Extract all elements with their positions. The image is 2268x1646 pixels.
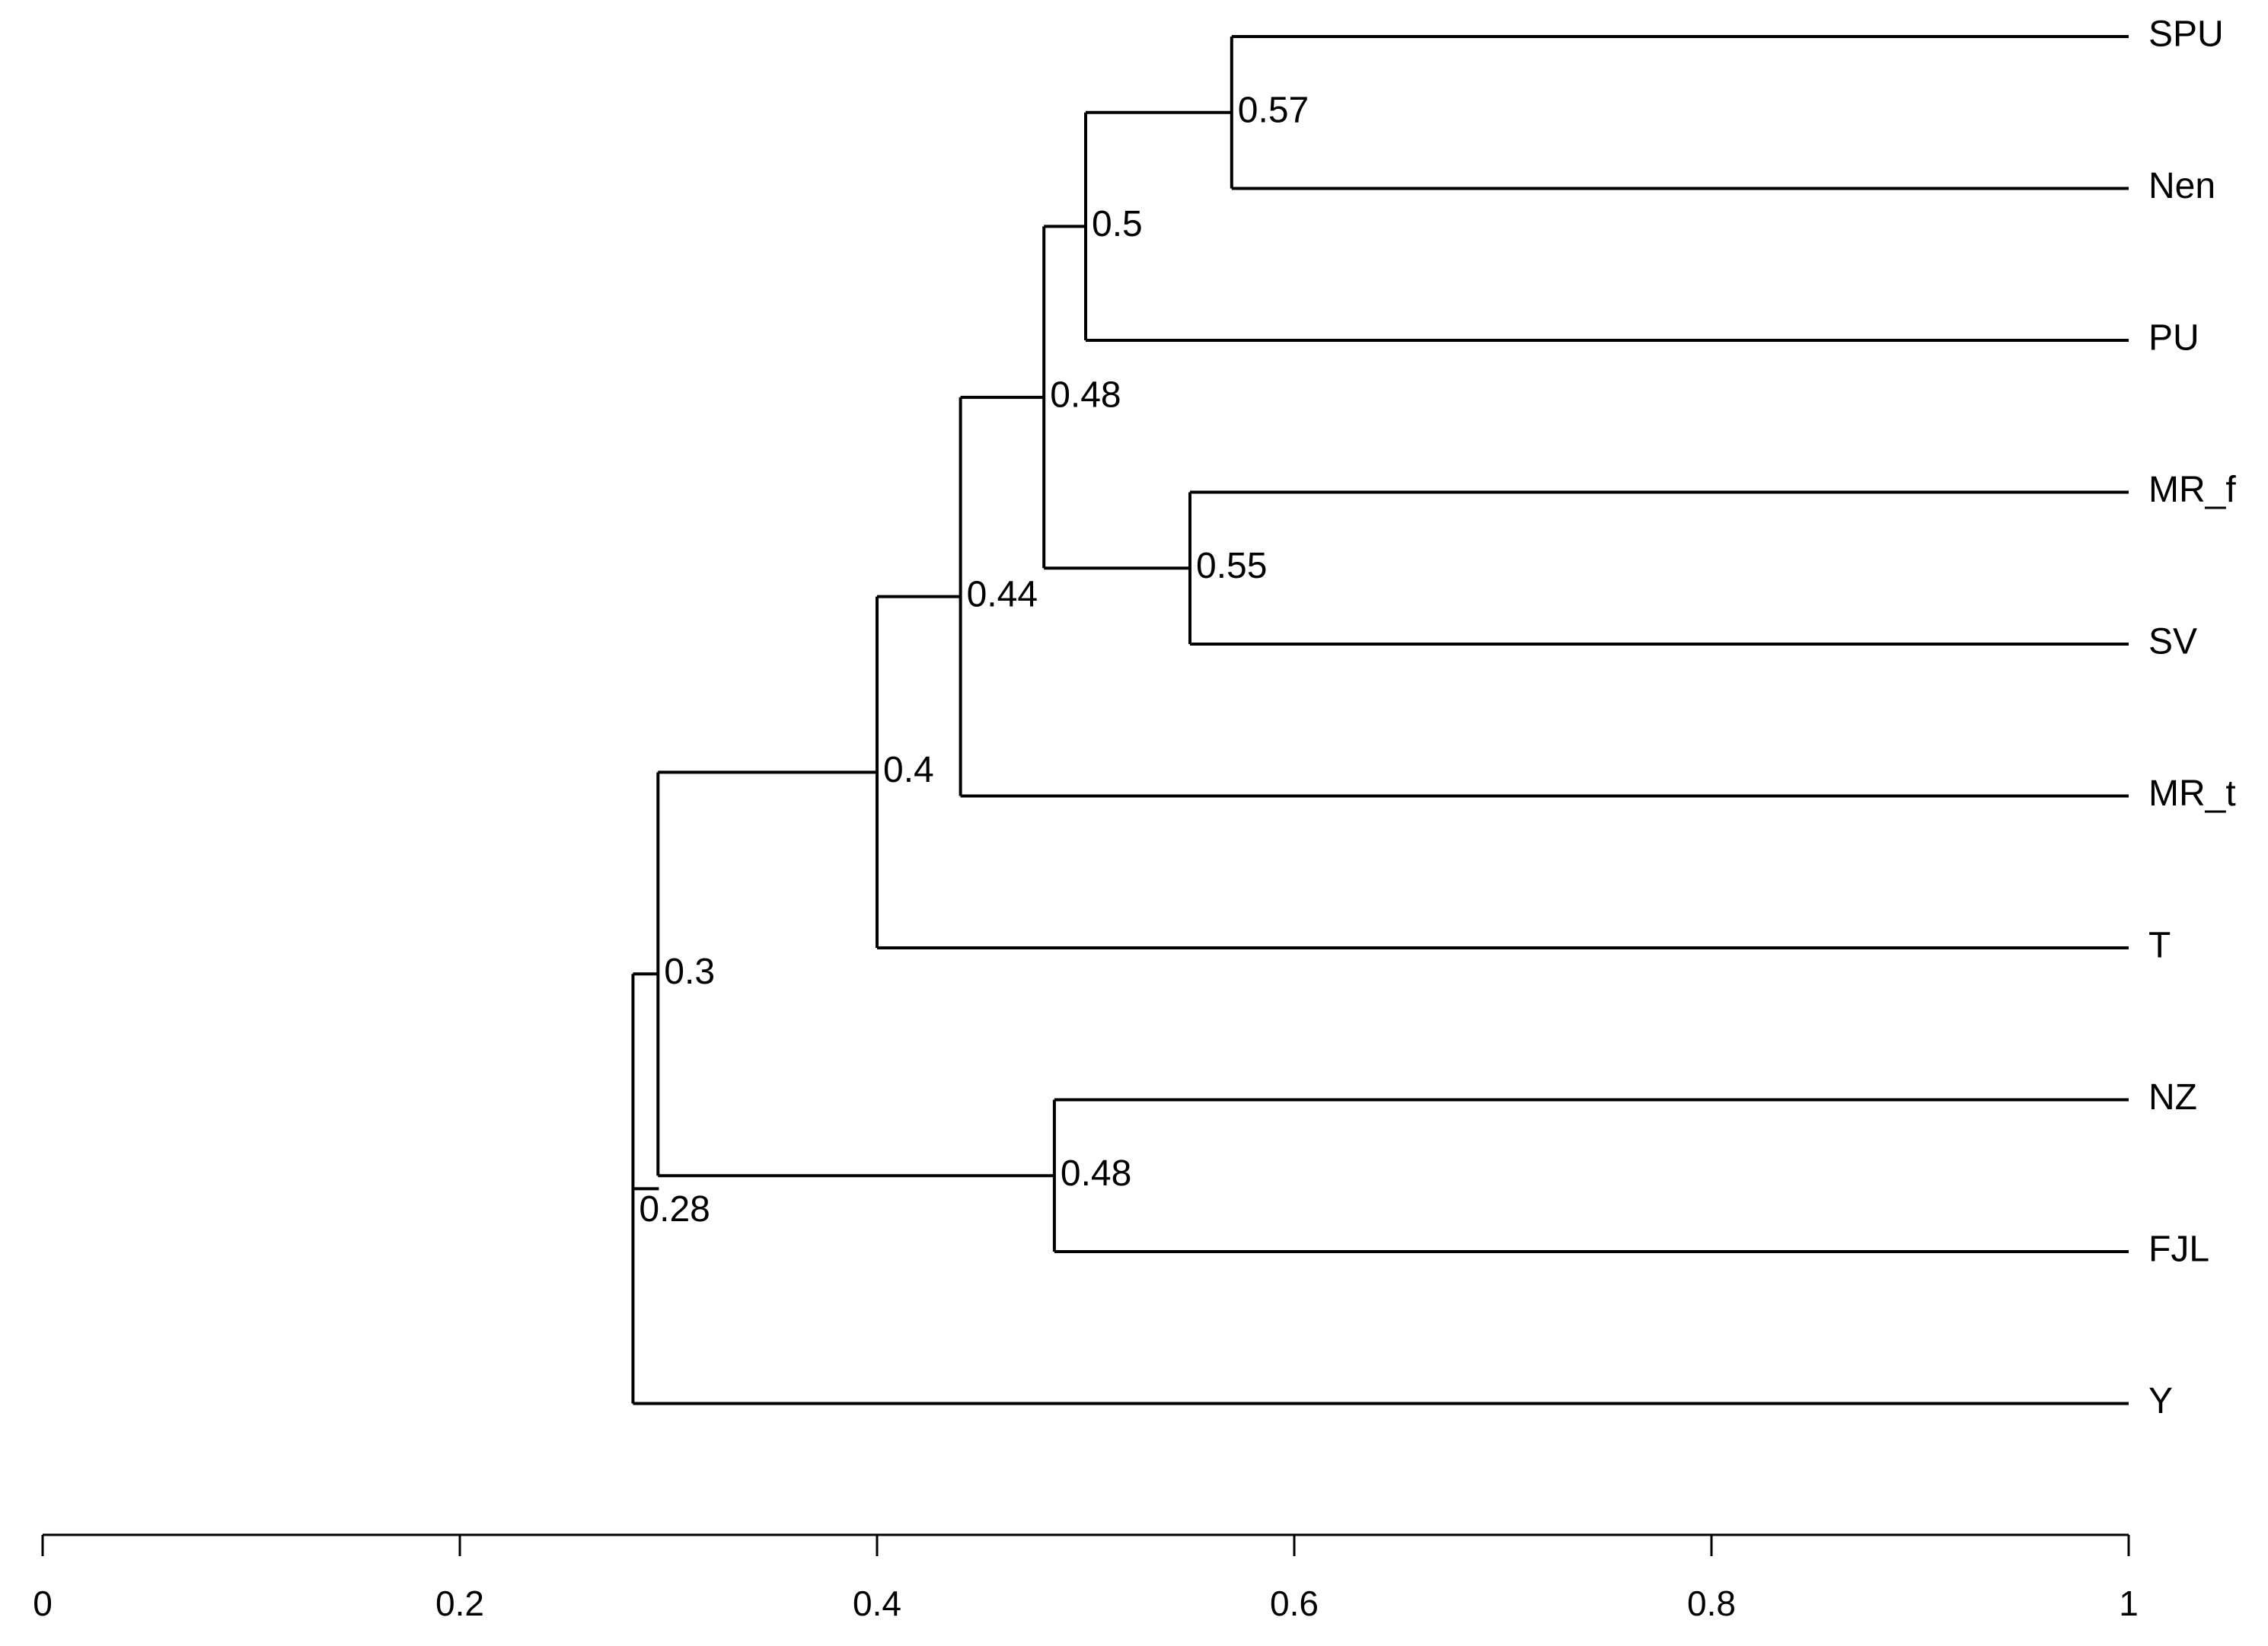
node-height-label-n5: 0.44	[967, 574, 1038, 614]
leaf-label-Nen: Nen	[2148, 166, 2215, 206]
node-labels: 0.57 0.5 0.55 0.48 0.44 0.4 0.48 0.3 0.28	[639, 90, 1309, 1230]
axis-tick-label: 0.6	[1270, 1584, 1319, 1623]
leaf-label-Y: Y	[2148, 1381, 2173, 1421]
leaf-label-MR_f: MR_f	[2148, 470, 2236, 510]
axis-tick-label: 0.2	[435, 1584, 484, 1623]
leaf-label-FJL: FJL	[2148, 1230, 2209, 1270]
axis-tick-label: 0.8	[1687, 1584, 1736, 1623]
branches	[631, 35, 2129, 1405]
leaf-label-SV: SV	[2148, 622, 2197, 662]
leaf-label-SPU: SPU	[2148, 14, 2224, 55]
node-height-label-n6: 0.4	[883, 750, 934, 790]
node-height-label-n7: 0.48	[1061, 1153, 1131, 1194]
leaf-label-MR_t: MR_t	[2148, 774, 2236, 814]
leaf-label-PU: PU	[2148, 318, 2199, 359]
leaf-label-T: T	[2148, 926, 2171, 966]
node-height-label-n2: 0.5	[1092, 204, 1143, 244]
node-height-label-n8: 0.3	[664, 952, 715, 992]
node-height-label-n4: 0.48	[1050, 375, 1121, 415]
node-height-label-n3: 0.55	[1196, 546, 1267, 586]
x-axis: 0 0.2 0.4 0.6 0.8 1	[33, 1533, 2139, 1623]
axis-tick-label: 0	[33, 1584, 53, 1623]
leaf-labels: SPU Nen PU MR_f SV MR_t T NZ FJL Y	[2148, 14, 2236, 1422]
node-height-label-n1: 0.57	[1238, 90, 1309, 130]
node-height-label-n9: 0.28	[639, 1189, 710, 1230]
axis-tick-label: 0.4	[853, 1584, 901, 1623]
axis-tick-label: 1	[2119, 1584, 2139, 1623]
leaf-label-NZ: NZ	[2148, 1077, 2197, 1118]
